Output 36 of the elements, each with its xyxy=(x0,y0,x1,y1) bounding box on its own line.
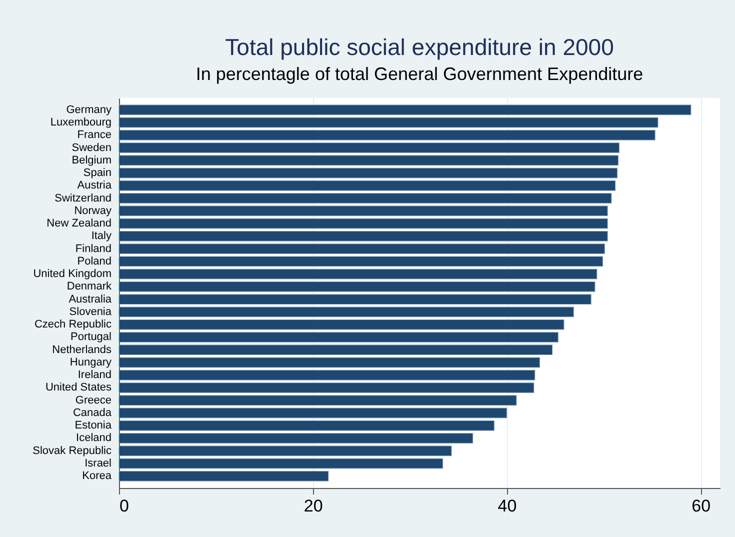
y-tick-label: Iceland xyxy=(76,432,112,444)
y-tick-label: Korea xyxy=(82,470,112,482)
y-tick-label: Norway xyxy=(74,204,112,217)
y-tick-label: Austria xyxy=(77,180,112,192)
y-tick-label: Spain xyxy=(83,167,112,180)
y-tick-label: Germany xyxy=(66,104,112,116)
chart-title: Total public social expenditure in 2000 xyxy=(225,34,614,60)
y-tick-label: Ireland xyxy=(78,369,112,382)
y-tick-label: Belgium xyxy=(72,154,112,166)
x-tick-label: 40 xyxy=(498,496,517,516)
y-tick-label: Luxembourg xyxy=(50,116,112,128)
y-tick-label: Canada xyxy=(72,406,112,419)
y-tick-label: Greece xyxy=(75,394,112,406)
y-tick-label: Hungary xyxy=(70,356,112,368)
chart-subtitle: In percentagle of total General Government Expenditure xyxy=(196,64,644,84)
y-tick-label: Australia xyxy=(68,293,112,306)
y-tick-label: Israel xyxy=(84,458,112,470)
y-tick-label: United Kingdom xyxy=(33,268,112,280)
y-tick-label: New Zealand xyxy=(46,218,112,230)
y-tick-label: Denmark xyxy=(66,280,112,293)
y-tick-label: Poland xyxy=(77,255,112,268)
y-tick-label: Slovak Republic xyxy=(32,444,112,457)
y-tick-label: Sweden xyxy=(72,142,112,154)
x-tick-label: 60 xyxy=(692,496,711,516)
x-tick-label: 20 xyxy=(304,496,323,516)
y-tick-label: Switzerland xyxy=(54,192,112,204)
x-tick-label: 0 xyxy=(120,496,129,516)
y-tick-label: Slovenia xyxy=(69,306,112,318)
y-tick-label: United States xyxy=(45,382,112,394)
y-tick-label: Finland xyxy=(75,242,112,255)
y-tick-label: Italy xyxy=(91,230,112,242)
y-tick-label: Estonia xyxy=(74,420,112,432)
y-tick-label: Portugal xyxy=(70,331,112,344)
y-tick-label: France xyxy=(77,129,112,142)
y-tick-label: Czech Republic xyxy=(34,318,112,331)
y-tick-label: Netherlands xyxy=(52,344,112,356)
